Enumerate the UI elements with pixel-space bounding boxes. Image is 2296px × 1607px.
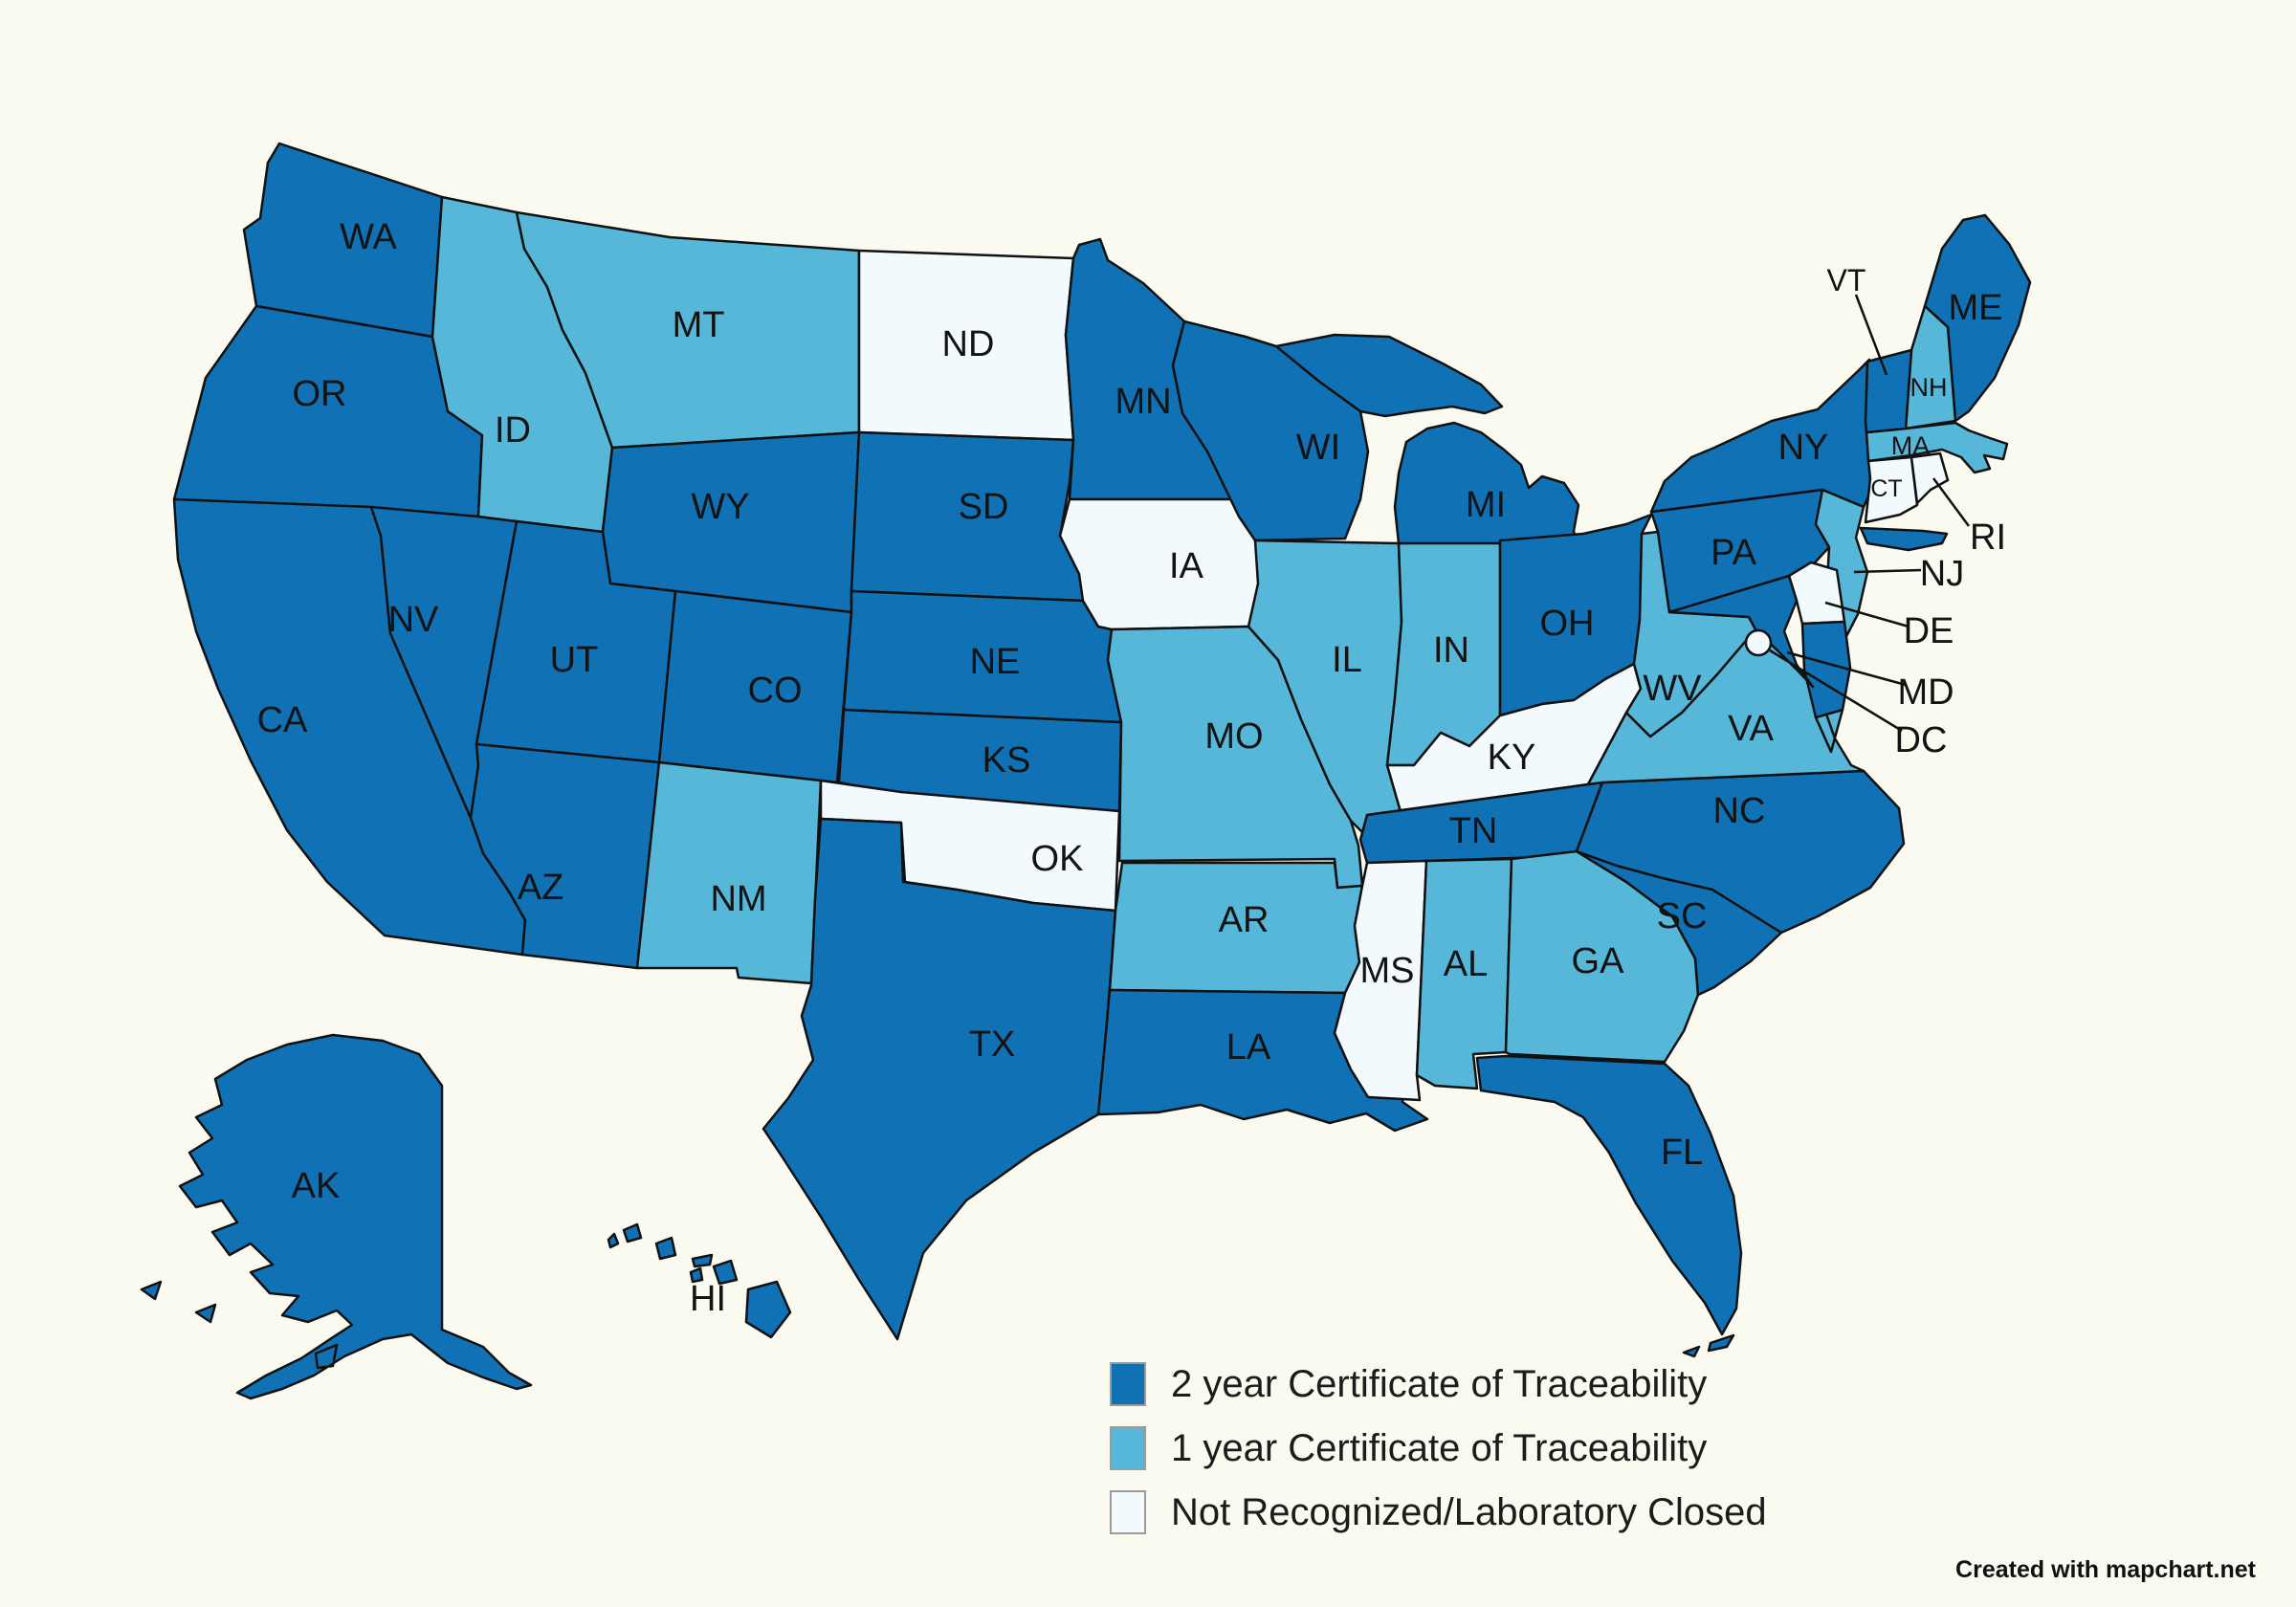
state-label-RI: RI (1970, 517, 2006, 558)
state-FL[interactable] (1475, 1054, 1743, 1358)
state-label-UT: UT (550, 640, 599, 680)
state-RI[interactable] (1910, 451, 1950, 505)
state-label-MT: MT (673, 305, 725, 345)
state-label-LA: LA (1226, 1027, 1271, 1068)
legend-label-2year: 2 year Certificate of Traceability (1171, 1362, 1708, 1405)
states-layer (140, 142, 2032, 1400)
state-label-AZ: AZ (518, 868, 564, 908)
state-label-ND: ND (942, 324, 995, 364)
legend-swatch-not-recognized (1110, 1490, 1146, 1534)
legend-label-not-recognized: Not Recognized/Laboratory Closed (1171, 1490, 1767, 1533)
callout-lines-layer (1769, 294, 1971, 733)
state-label-NV: NV (388, 600, 439, 640)
state-label-NC: NC (1713, 791, 1766, 831)
state-label-AL: AL (1444, 944, 1488, 984)
state-VT[interactable] (1864, 348, 1913, 434)
state-labels-layer: WA OR CA NV ID MT WY UT CO AZ NM ND SD NE KS OK TX MN IA MO… (257, 217, 2006, 1319)
state-label-KS: KS (982, 740, 1031, 781)
state-MD[interactable] (1667, 574, 1852, 719)
state-label-SC: SC (1657, 896, 1708, 936)
legend-row-not-recognized: Not Recognized/Laboratory Closed (1110, 1490, 1767, 1534)
state-DC[interactable] (1744, 628, 1773, 657)
state-label-SD: SD (959, 487, 1009, 527)
state-MA[interactable] (1865, 421, 2009, 474)
state-label-IL: IL (1332, 640, 1362, 680)
state-label-NM: NM (710, 879, 766, 919)
legend-row-1year: 1 year Certificate of Traceability (1110, 1426, 1767, 1470)
state-label-DE: DE (1904, 611, 1954, 651)
state-label-OK: OK (1031, 839, 1084, 879)
state-label-MI: MI (1466, 485, 1506, 525)
callout-line-VT (1854, 294, 1888, 376)
state-label-NY: NY (1778, 428, 1829, 468)
state-label-VA: VA (1728, 709, 1775, 749)
legend: 2 year Certificate of Traceability 1 yea… (1110, 1362, 1767, 1534)
state-TX[interactable] (762, 817, 1117, 1341)
state-label-MD: MD (1897, 672, 1954, 713)
legend-swatch-2year (1110, 1362, 1146, 1406)
state-label-CO: CO (748, 671, 803, 711)
state-label-CT: CT (1870, 475, 1902, 502)
state-MI[interactable] (1274, 333, 1580, 545)
state-label-WA: WA (340, 217, 397, 257)
callout-line-NJ (1853, 568, 1922, 574)
state-HI[interactable] (607, 1222, 792, 1339)
callout-line-RI (1932, 477, 1971, 527)
state-DE[interactable] (1787, 561, 1846, 626)
state-label-MO: MO (1204, 716, 1263, 757)
state-label-WV: WV (1643, 669, 1702, 709)
legend-swatch-1year (1110, 1426, 1146, 1470)
state-label-AK: AK (292, 1166, 341, 1206)
state-NM[interactable] (635, 760, 823, 985)
state-label-CA: CA (257, 700, 308, 740)
state-label-AR: AR (1219, 900, 1269, 940)
state-label-IN: IN (1433, 630, 1469, 671)
callout-line-DE (1824, 601, 1910, 628)
state-label-NJ: NJ (1920, 554, 1964, 594)
state-label-WY: WY (691, 487, 749, 527)
state-label-TN: TN (1449, 811, 1498, 851)
state-label-DC: DC (1895, 720, 1948, 760)
state-label-VT: VT (1827, 263, 1866, 297)
state-label-MS: MS (1360, 951, 1415, 991)
state-label-HI: HI (690, 1279, 726, 1319)
state-label-KY: KY (1488, 737, 1536, 778)
legend-row-2year: 2 year Certificate of Traceability (1110, 1362, 1767, 1406)
state-label-WI: WI (1296, 428, 1340, 468)
state-label-ME: ME (1949, 288, 2003, 328)
state-NC[interactable] (1575, 769, 1906, 935)
legend-label-1year: 1 year Certificate of Traceability (1171, 1426, 1708, 1469)
callout-line-MD (1786, 650, 1907, 687)
state-label-OH: OH (1540, 604, 1595, 644)
state-label-FL: FL (1661, 1133, 1703, 1173)
state-label-GA: GA (1572, 941, 1625, 981)
state-label-MN: MN (1115, 382, 1171, 422)
state-label-NE: NE (970, 642, 1021, 682)
attribution-text: Created with mapchart.net (1955, 1556, 2256, 1583)
state-label-PA: PA (1711, 533, 1757, 573)
state-label-IA: IA (1169, 546, 1204, 586)
state-label-OR: OR (293, 374, 347, 414)
state-label-MA: MA (1891, 431, 1931, 460)
state-label-ID: ID (495, 410, 531, 451)
callout-line-DC (1769, 649, 1903, 733)
state-label-NH: NH (1910, 373, 1948, 402)
state-AK[interactable] (140, 1033, 533, 1400)
state-label-TX: TX (969, 1024, 1016, 1065)
state-MT[interactable] (515, 210, 861, 450)
